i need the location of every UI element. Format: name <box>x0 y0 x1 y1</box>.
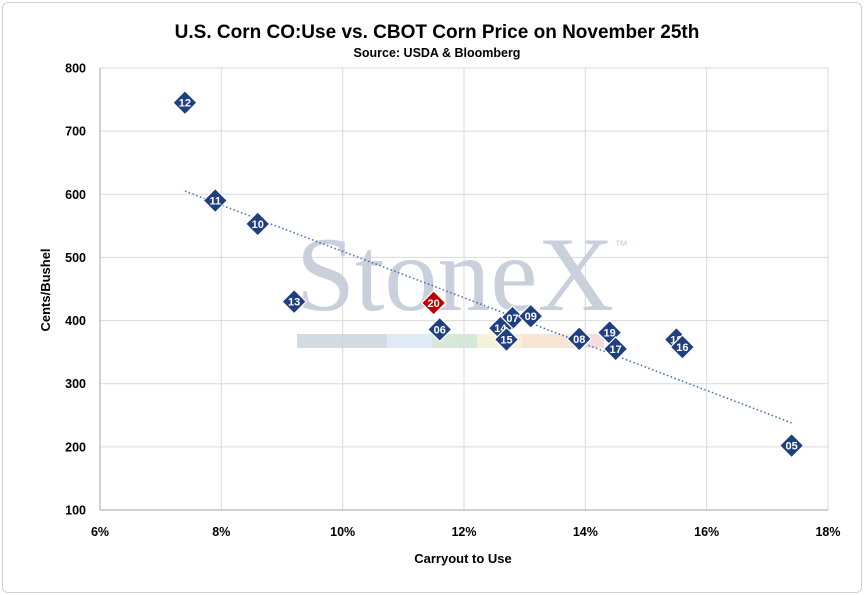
data-point: 08 <box>566 326 593 352</box>
point-label: 12 <box>179 98 191 110</box>
x-tick-label: 14% <box>573 525 598 539</box>
point-label: 19 <box>603 328 615 340</box>
point-label: 11 <box>209 196 221 208</box>
diamond-marker <box>669 334 696 360</box>
data-point: 15 <box>493 326 520 353</box>
point-label: 05 <box>785 441 797 453</box>
diamond-marker <box>778 432 805 459</box>
point-label: 08 <box>573 334 585 346</box>
watermark-text: StoneX <box>296 216 614 333</box>
y-tick-label: 300 <box>65 377 86 391</box>
x-tick-label: 8% <box>212 525 230 539</box>
diamond-marker <box>566 326 593 352</box>
diamond-marker <box>172 89 198 116</box>
diamond-marker <box>426 316 453 343</box>
data-point: 17 <box>602 336 629 362</box>
chart-title: U.S. Corn CO:Use vs. CBOT Corn Price on … <box>175 22 700 43</box>
data-point: 16 <box>669 334 696 360</box>
point-label: 13 <box>288 297 300 309</box>
y-axis-label: Cents/Bushel <box>38 248 53 331</box>
point-label: 16 <box>676 342 688 354</box>
y-tick-label: 500 <box>65 251 86 265</box>
diamond-marker <box>493 326 520 353</box>
point-label: 20 <box>428 298 440 310</box>
data-point: 10 <box>244 211 271 237</box>
y-tick-label: 400 <box>65 314 86 328</box>
highlight-marker <box>420 290 447 316</box>
stonex-watermark: StoneX ™ <box>296 216 628 348</box>
data-point: 12 <box>172 89 198 116</box>
point-label: 17 <box>610 344 622 356</box>
diamond-marker <box>202 187 229 214</box>
y-tick-label: 700 <box>65 125 86 139</box>
diamond-marker <box>517 303 544 329</box>
y-tick-label: 600 <box>65 188 86 202</box>
data-point: 06 <box>426 316 453 343</box>
diamond-marker <box>244 211 271 237</box>
x-tick-label: 10% <box>330 525 355 539</box>
diamond-marker <box>602 336 629 362</box>
data-point: 13 <box>281 288 307 315</box>
x-tick-label: 12% <box>451 525 476 539</box>
point-label: 06 <box>434 324 446 336</box>
diamond-marker <box>281 288 307 315</box>
point-label: 09 <box>525 311 537 323</box>
chart-subtitle: Source: USDA & Bloomberg <box>354 46 521 60</box>
y-tick-label: 100 <box>65 504 86 518</box>
data-points: 12111013200607141509081917181605 <box>172 89 805 459</box>
y-tick-label: 800 <box>65 62 86 76</box>
data-point: 11 <box>202 187 229 214</box>
data-point: 20 <box>420 290 447 316</box>
x-tick-label: 6% <box>91 525 109 539</box>
x-axis-label: Carryout to Use <box>414 551 512 566</box>
axes: 100 200 300 400 500 600 700 800 6% 8% 10% 12% 14% 16%… <box>65 62 840 540</box>
point-label: 15 <box>500 335 512 347</box>
data-point: 05 <box>778 432 805 459</box>
y-tick-label: 200 <box>65 440 86 454</box>
trendline-line <box>184 190 792 424</box>
data-point: 09 <box>517 303 544 329</box>
point-label: 10 <box>252 219 264 231</box>
point-label: 07 <box>506 313 518 325</box>
x-tick-label: 18% <box>815 525 840 539</box>
watermark-trademark: ™ <box>614 237 628 253</box>
trendline <box>184 190 792 424</box>
x-tick-label: 16% <box>694 525 719 539</box>
